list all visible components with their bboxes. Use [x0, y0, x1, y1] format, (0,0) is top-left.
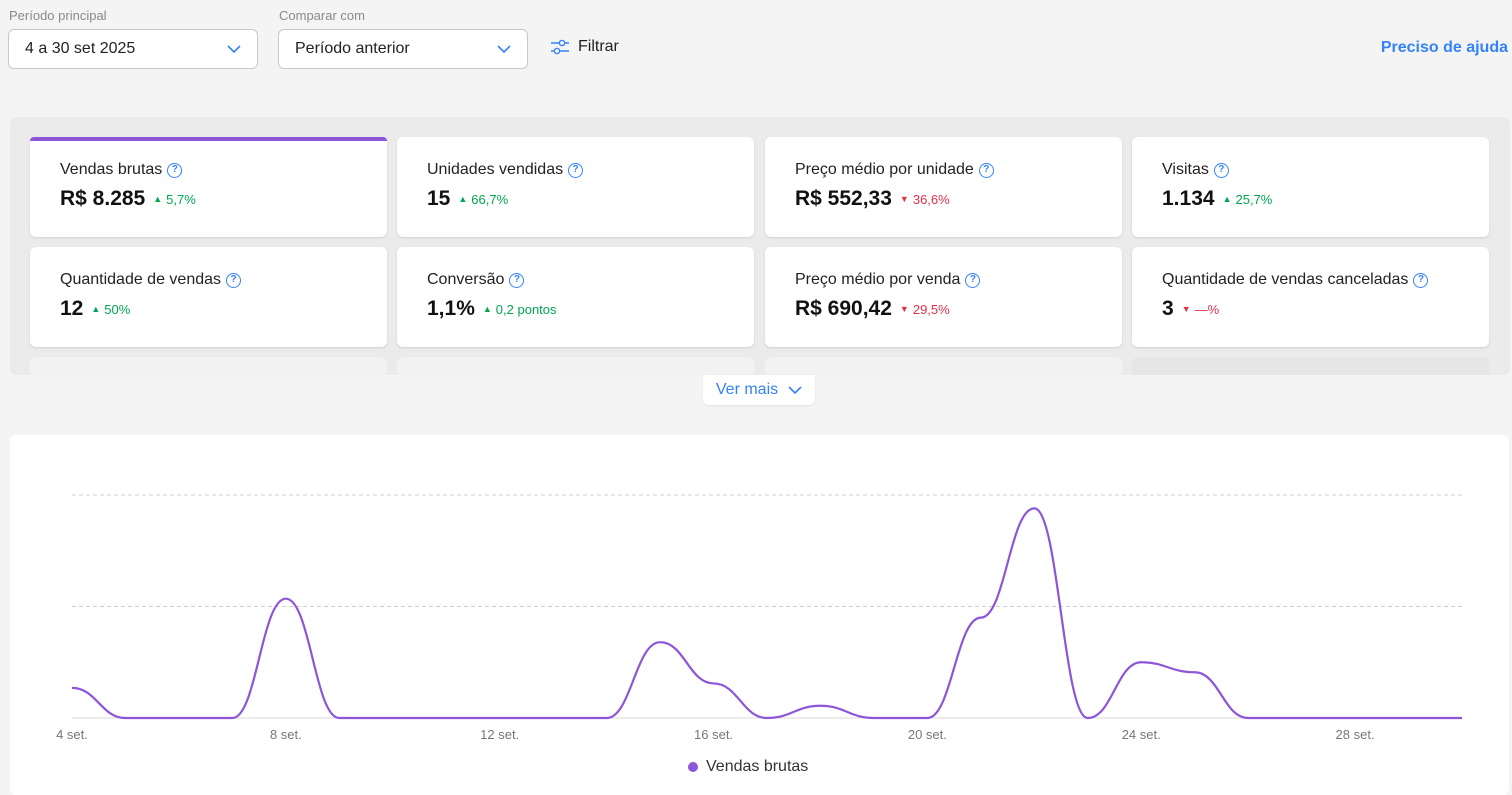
- metric-value: 1.134: [1162, 187, 1215, 210]
- metric-delta: ▲ 5,7%: [153, 191, 196, 207]
- metrics-panel: Vendas brutas? R$ 8.285 ▲ 5,7% Unidades ve…: [10, 117, 1510, 375]
- metric-card-hidden: [30, 357, 387, 375]
- metric-card-preco-medio-unidade[interactable]: Preço médio por unidade? R$ 552,33 ▼ 36,6%: [765, 137, 1122, 237]
- arrow-down-icon: ▼: [899, 304, 909, 314]
- help-link[interactable]: Preciso de ajuda: [1380, 39, 1508, 56]
- x-tick-label: 28 set.: [1336, 727, 1375, 742]
- help-icon[interactable]: ?: [167, 162, 183, 178]
- metric-card-conversao[interactable]: Conversão? 1,1% ▲ 0,2 pontos: [397, 247, 754, 347]
- metric-delta: ▼ 36,6%: [899, 191, 950, 207]
- metric-value: R$ 8.285: [60, 187, 146, 210]
- x-tick-label: 4 set.: [56, 727, 88, 742]
- legend-label: Vendas brutas: [706, 758, 809, 775]
- x-tick-label: 8 set.: [270, 727, 302, 742]
- arrow-up-icon: ▲: [458, 194, 468, 204]
- legend-dot: [688, 762, 698, 772]
- metric-delta: ▲ 0,2 pontos: [482, 301, 557, 317]
- metric-card-hidden: [1132, 357, 1489, 375]
- metric-delta: ▲ 50%: [91, 301, 131, 317]
- filter-bar: Período principal 4 a 30 set 2025 Compar…: [0, 0, 1512, 90]
- comparar-label: Comparar com: [279, 8, 365, 23]
- metric-value: 15: [427, 187, 451, 210]
- metric-value: R$ 690,42: [795, 297, 892, 320]
- metric-value: R$ 552,33: [795, 187, 892, 210]
- metric-card-visitas[interactable]: Visitas? 1.134 ▲ 25,7%: [1132, 137, 1489, 237]
- x-tick-label: 20 set.: [908, 727, 947, 742]
- x-tick-label: 24 set.: [1122, 727, 1161, 742]
- metric-card-unidades-vendidas[interactable]: Unidades vendidas? 15 ▲ 66,7%: [397, 137, 754, 237]
- metric-value: 12: [60, 297, 84, 320]
- metric-title: Visitas: [1162, 161, 1209, 178]
- chart-container: 4 set. 8 set. 12 set. 16 set. 20 set. 24 set.…: [10, 435, 1509, 795]
- metric-title: Vendas brutas: [60, 161, 163, 178]
- periodo-select[interactable]: 4 a 30 set 2025: [8, 29, 258, 69]
- arrow-down-icon: ▼: [1181, 304, 1191, 314]
- x-tick-label: 16 set.: [694, 727, 733, 742]
- metric-title: Conversão: [427, 271, 505, 288]
- metric-title: Unidades vendidas: [427, 161, 564, 178]
- help-icon[interactable]: ?: [226, 272, 242, 288]
- metric-card-vendas-canceladas[interactable]: Quantidade de vendas canceladas? 3 ▼ —%: [1132, 247, 1489, 347]
- metric-delta: ▼ —%: [1181, 301, 1220, 317]
- metric-card-preco-medio-venda[interactable]: Preço médio por venda? R$ 690,42 ▼ 29,5%: [765, 247, 1122, 347]
- metric-delta: ▲ 25,7%: [1222, 191, 1273, 207]
- metric-title: Quantidade de vendas canceladas: [1162, 271, 1409, 288]
- help-icon[interactable]: ?: [509, 272, 525, 288]
- filter-button[interactable]: Filtrar: [550, 38, 619, 56]
- metric-card-hidden: [397, 357, 754, 375]
- series-line-vendas-brutas: [71, 507, 1462, 720]
- line-chart: 4 set. 8 set. 12 set. 16 set. 20 set. 24 set.…: [56, 494, 1462, 742]
- x-tick-label: 12 set.: [480, 727, 519, 742]
- metric-delta: ▼ 29,5%: [899, 301, 950, 317]
- comparar-value: Período anterior: [295, 40, 410, 57]
- metric-delta: ▲ 66,7%: [458, 191, 509, 207]
- metric-card-quantidade-vendas[interactable]: Quantidade de vendas? 12 ▲ 50%: [30, 247, 387, 347]
- arrow-up-icon: ▲: [153, 194, 163, 204]
- arrow-up-icon: ▲: [1222, 194, 1232, 204]
- ver-mais-label: Ver mais: [715, 381, 779, 398]
- chevron-down-icon: [497, 45, 511, 54]
- metric-value: 3: [1162, 297, 1174, 320]
- chart-legend: Vendas brutas: [688, 758, 808, 776]
- metric-title: Quantidade de vendas: [60, 271, 222, 288]
- ver-mais-button[interactable]: Ver mais: [703, 375, 815, 405]
- arrow-up-icon: ▲: [482, 304, 492, 314]
- help-icon[interactable]: ?: [978, 162, 994, 178]
- metric-title: Preço médio por unidade: [795, 161, 974, 178]
- periodo-label: Período principal: [9, 8, 107, 23]
- metric-value: 1,1%: [427, 297, 475, 320]
- filter-label: Filtrar: [578, 38, 619, 55]
- help-icon[interactable]: ?: [1413, 272, 1429, 288]
- metric-card-hidden: [765, 357, 1122, 375]
- metric-title: Preço médio por venda: [795, 271, 961, 288]
- metric-card-vendas-brutas[interactable]: Vendas brutas? R$ 8.285 ▲ 5,7%: [30, 137, 387, 237]
- sliders-icon: [551, 39, 569, 55]
- arrow-down-icon: ▼: [899, 194, 909, 204]
- chevron-down-icon: [788, 386, 802, 395]
- comparar-select[interactable]: Período anterior: [278, 29, 528, 69]
- help-icon[interactable]: ?: [965, 272, 981, 288]
- arrow-up-icon: ▲: [91, 304, 101, 314]
- chevron-down-icon: [227, 45, 241, 54]
- help-icon[interactable]: ?: [568, 162, 584, 178]
- help-icon[interactable]: ?: [1213, 162, 1229, 178]
- periodo-value: 4 a 30 set 2025: [25, 40, 136, 57]
